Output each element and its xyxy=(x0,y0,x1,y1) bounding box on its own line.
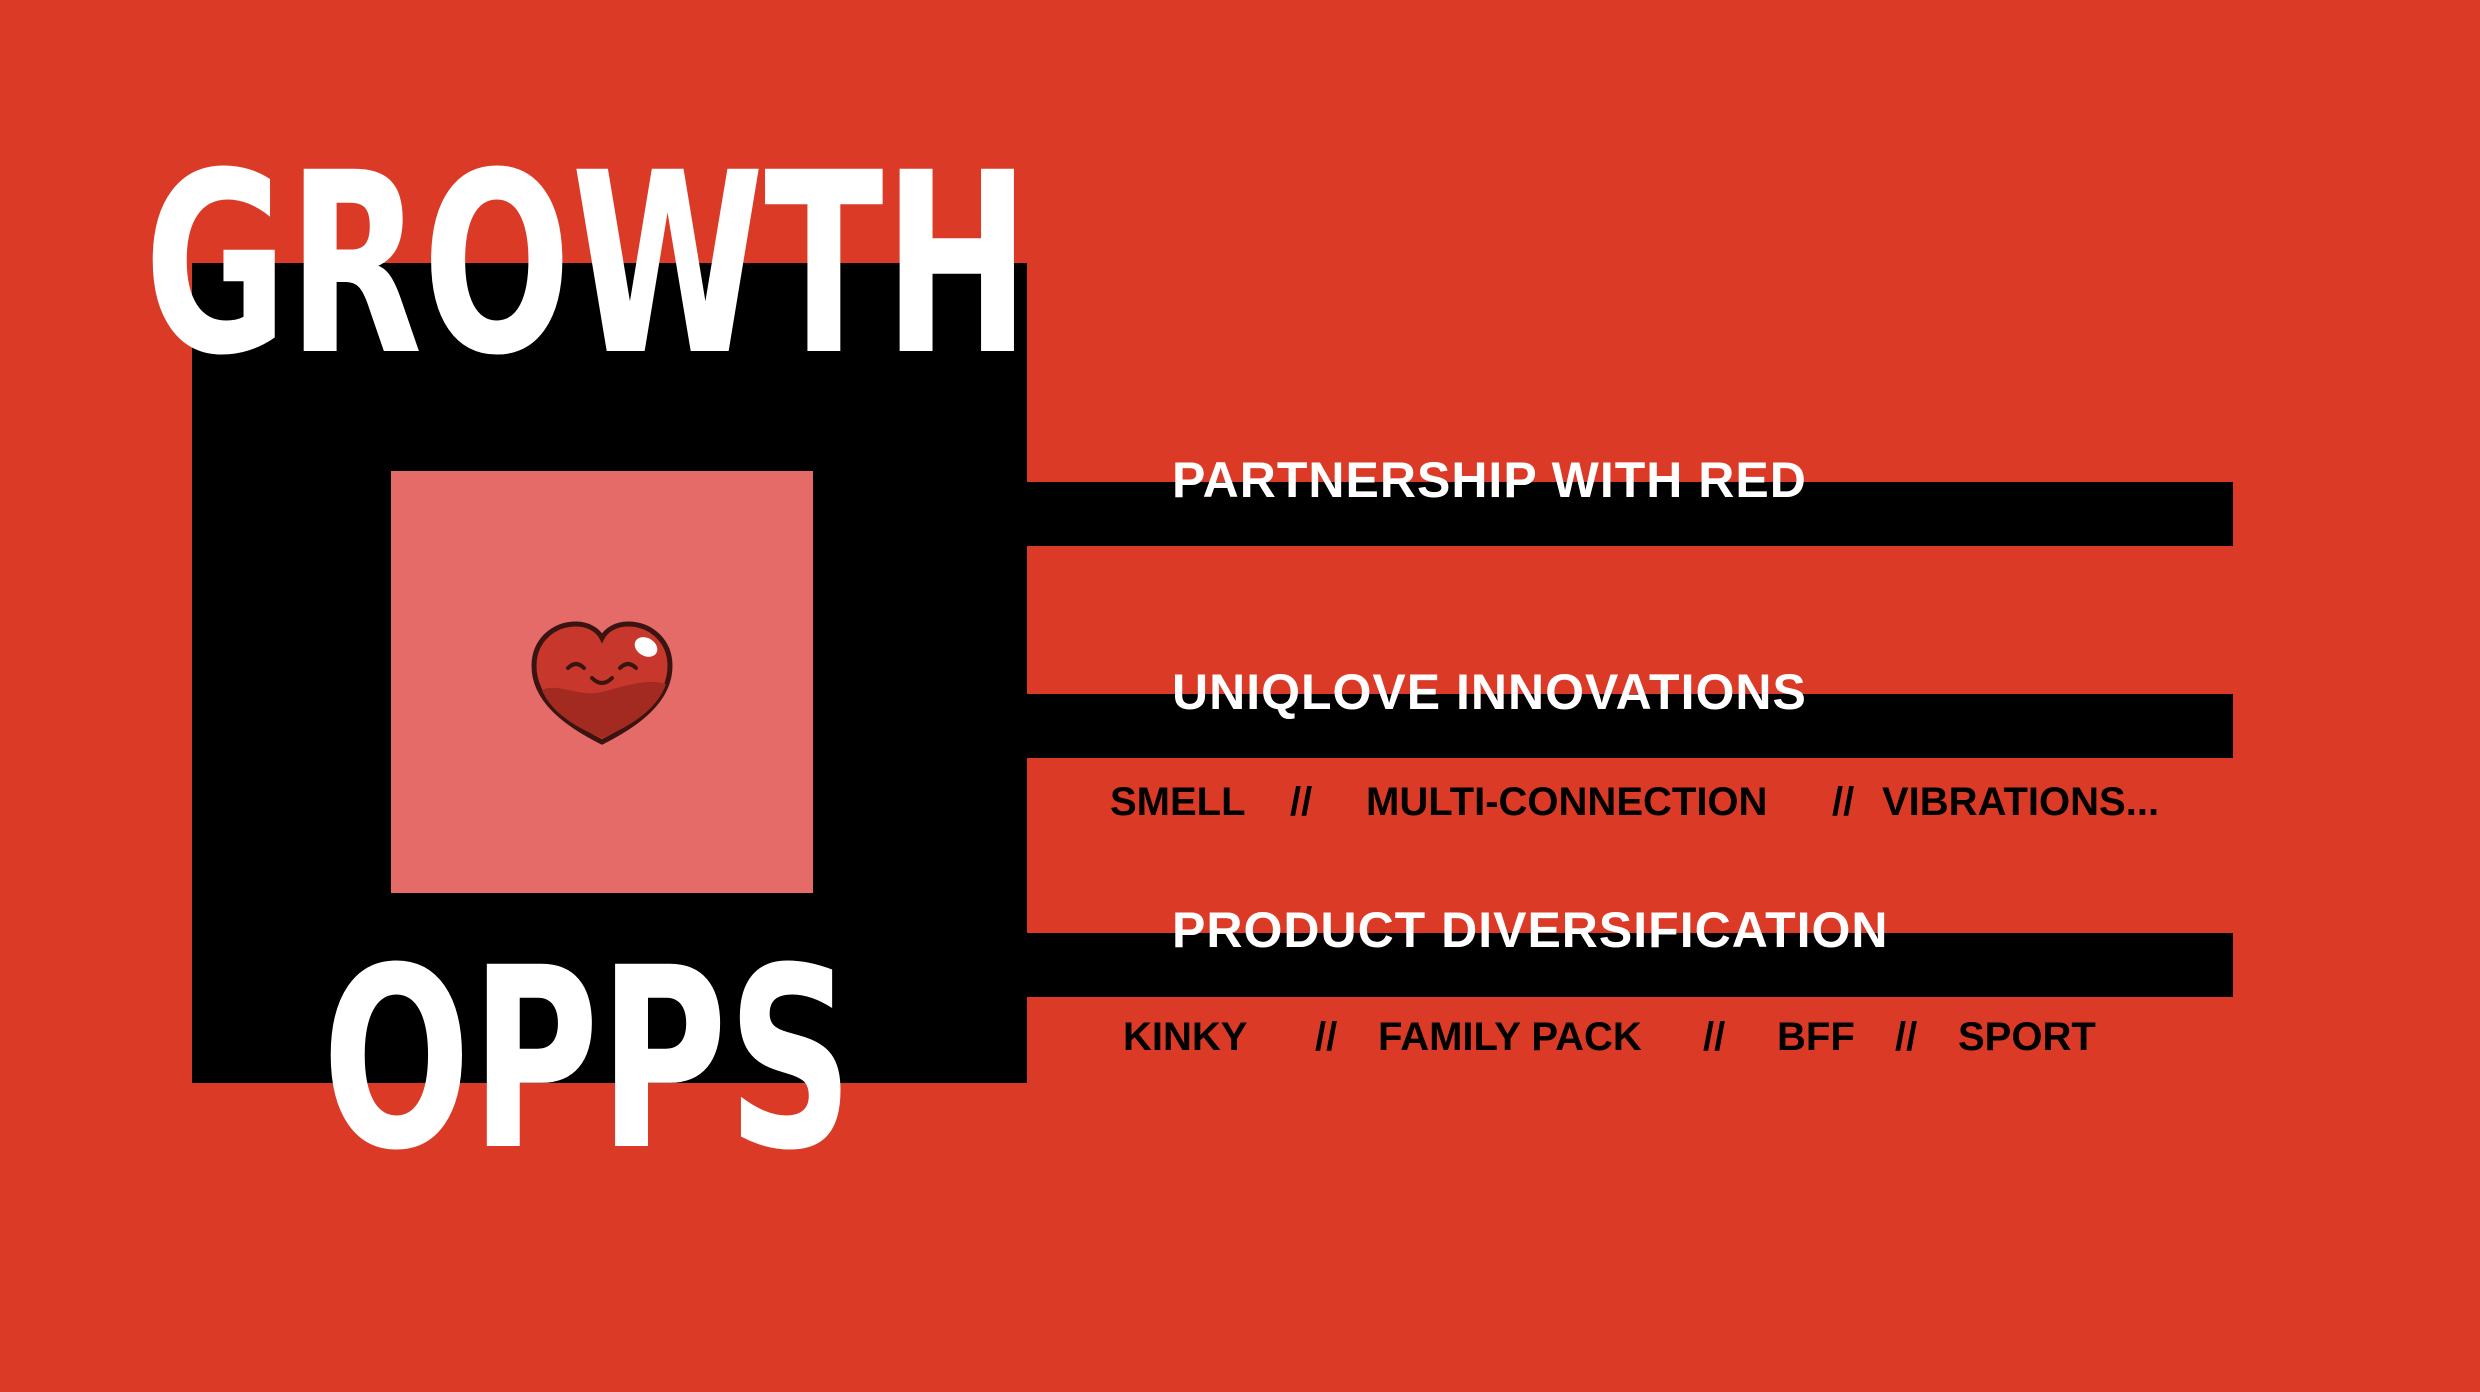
title-growth: GROWTH xyxy=(144,119,1031,410)
sub-item: BFF xyxy=(1777,1015,1855,1059)
heading-partnership: PARTNERSHIP WITH RED xyxy=(1172,452,1807,508)
sub-item: VIBRATIONS... xyxy=(1882,780,2160,824)
heading-diversification: PRODUCT DIVERSIFICATION xyxy=(1172,902,1889,958)
title-opps: OPPS xyxy=(322,914,854,1205)
heading-bar xyxy=(1027,482,2233,546)
sub-item: KINKY xyxy=(1123,1015,1248,1059)
separator: // xyxy=(1832,780,1855,824)
separator: // xyxy=(1895,1015,1918,1059)
heading-bar xyxy=(1027,933,2233,997)
separator: // xyxy=(1703,1015,1726,1059)
heading-innovations: UNIQLOVE INNOVATIONS xyxy=(1172,664,1807,720)
heading-bar xyxy=(1027,694,2233,758)
sub-item: SMELL xyxy=(1110,780,1246,824)
sub-item: MULTI-CONNECTION xyxy=(1366,780,1768,824)
separator: // xyxy=(1290,780,1313,824)
smiling-heart-icon xyxy=(531,621,673,745)
sub-item: FAMILY PACK xyxy=(1378,1015,1642,1059)
separator: // xyxy=(1315,1015,1338,1059)
sub-item: SPORT xyxy=(1958,1015,2096,1059)
